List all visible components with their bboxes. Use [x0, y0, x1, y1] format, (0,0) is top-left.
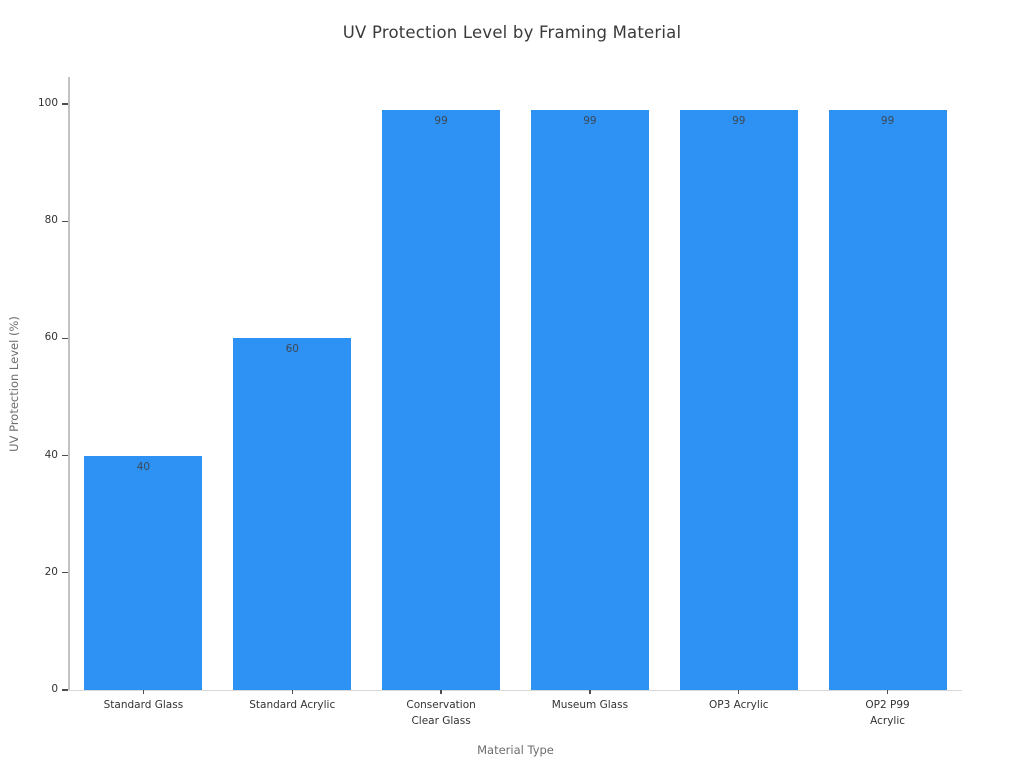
x-tick-mark — [291, 690, 293, 694]
bar-standard-acrylic — [233, 338, 352, 690]
x-tick-label: Conservation Clear Glass — [406, 699, 476, 727]
y-tick-mark — [62, 337, 68, 340]
x-tick-label: OP2 P99 Acrylic — [865, 699, 910, 727]
y-tick-mark — [62, 572, 68, 574]
x-tick-label: Standard Acrylic — [249, 699, 336, 711]
bar-value-label: 99 — [880, 114, 895, 127]
x-tick-mark — [886, 690, 889, 694]
y-tick-label: 100 — [37, 97, 58, 109]
bar-op3-acrylic — [679, 109, 798, 690]
y-axis-spine — [68, 77, 70, 690]
y-tick-label: 80 — [44, 214, 58, 227]
x-tick-mark — [440, 690, 442, 694]
y-tick-label: 60 — [44, 331, 58, 344]
x-tick-label: Standard Glass — [103, 699, 184, 711]
y-tick-label: 20 — [44, 565, 58, 578]
x-tick-label: Museum Glass — [551, 699, 629, 711]
y-tick-label: 40 — [44, 448, 58, 461]
x-tick-mark — [142, 690, 145, 694]
chart-title: UV Protection Level by Framing Material — [342, 23, 682, 42]
y-tick-label: 0 — [51, 683, 58, 695]
bar-value-label: 99 — [434, 114, 448, 127]
bar-value-label: 99 — [583, 114, 597, 127]
y-tick-mark — [62, 220, 68, 222]
x-tick-label: OP3 Acrylic — [708, 699, 769, 711]
bar-museum-glass — [530, 109, 649, 690]
x-tick-mark — [589, 690, 591, 694]
bar-conservation-clear-glass — [382, 109, 501, 690]
bar-op2-p99-acrylic — [828, 109, 947, 690]
bar-value-label: 99 — [732, 114, 746, 127]
y-tick-mark — [62, 103, 68, 105]
bar-value-label: 60 — [285, 343, 299, 356]
y-tick-mark — [62, 454, 68, 457]
y-tick-mark — [62, 689, 68, 691]
bar-value-label: 40 — [136, 460, 151, 473]
bar-standard-glass — [84, 455, 203, 690]
x-axis-title: Material Type — [477, 743, 554, 757]
x-tick-mark — [738, 690, 740, 694]
x-axis-spine — [69, 690, 962, 691]
